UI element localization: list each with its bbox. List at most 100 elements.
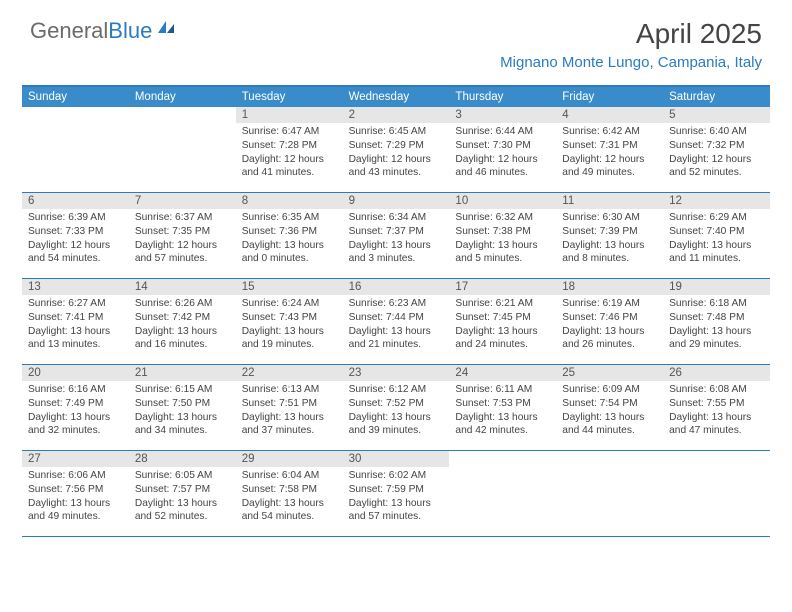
daylight-line: Daylight: 12 hours and 52 minutes. bbox=[669, 153, 766, 181]
empty-bar bbox=[449, 451, 556, 467]
sunset-line: Sunset: 7:57 PM bbox=[135, 483, 232, 497]
day-number: 28 bbox=[129, 451, 236, 467]
day-number: 17 bbox=[449, 279, 556, 295]
day-detail: Sunrise: 6:18 AMSunset: 7:48 PMDaylight:… bbox=[663, 295, 770, 352]
logo-general: General bbox=[30, 18, 108, 43]
day-cell: 19Sunrise: 6:18 AMSunset: 7:48 PMDayligh… bbox=[663, 279, 770, 365]
sunrise-line: Sunrise: 6:16 AM bbox=[28, 383, 125, 397]
day-detail: Sunrise: 6:21 AMSunset: 7:45 PMDaylight:… bbox=[449, 295, 556, 352]
day-cell: 22Sunrise: 6:13 AMSunset: 7:51 PMDayligh… bbox=[236, 365, 343, 451]
day-cell: 12Sunrise: 6:29 AMSunset: 7:40 PMDayligh… bbox=[663, 193, 770, 279]
day-number: 16 bbox=[343, 279, 450, 295]
sunset-line: Sunset: 7:56 PM bbox=[28, 483, 125, 497]
day-cell: 3Sunrise: 6:44 AMSunset: 7:30 PMDaylight… bbox=[449, 107, 556, 193]
sunrise-line: Sunrise: 6:29 AM bbox=[669, 211, 766, 225]
day-detail: Sunrise: 6:35 AMSunset: 7:36 PMDaylight:… bbox=[236, 209, 343, 266]
daylight-line: Daylight: 13 hours and 37 minutes. bbox=[242, 411, 339, 439]
day-number: 29 bbox=[236, 451, 343, 467]
sunrise-line: Sunrise: 6:09 AM bbox=[562, 383, 659, 397]
day-cell: 6Sunrise: 6:39 AMSunset: 7:33 PMDaylight… bbox=[22, 193, 129, 279]
day-cell: 23Sunrise: 6:12 AMSunset: 7:52 PMDayligh… bbox=[343, 365, 450, 451]
sunset-line: Sunset: 7:52 PM bbox=[349, 397, 446, 411]
title-block: April 2025 Mignano Monte Lungo, Campania… bbox=[500, 18, 762, 71]
day-detail: Sunrise: 6:05 AMSunset: 7:57 PMDaylight:… bbox=[129, 467, 236, 524]
day-number: 8 bbox=[236, 193, 343, 209]
logo-sail-icon bbox=[156, 20, 176, 34]
day-cell: 24Sunrise: 6:11 AMSunset: 7:53 PMDayligh… bbox=[449, 365, 556, 451]
day-cell: 21Sunrise: 6:15 AMSunset: 7:50 PMDayligh… bbox=[129, 365, 236, 451]
sunset-line: Sunset: 7:35 PM bbox=[135, 225, 232, 239]
sunset-line: Sunset: 7:42 PM bbox=[135, 311, 232, 325]
weekday-wednesday: Wednesday bbox=[343, 87, 450, 107]
daylight-line: Daylight: 12 hours and 54 minutes. bbox=[28, 239, 125, 267]
daylight-line: Daylight: 13 hours and 11 minutes. bbox=[669, 239, 766, 267]
daylight-line: Daylight: 13 hours and 5 minutes. bbox=[455, 239, 552, 267]
day-cell: 7Sunrise: 6:37 AMSunset: 7:35 PMDaylight… bbox=[129, 193, 236, 279]
day-detail: Sunrise: 6:26 AMSunset: 7:42 PMDaylight:… bbox=[129, 295, 236, 352]
day-number: 7 bbox=[129, 193, 236, 209]
sunset-line: Sunset: 7:45 PM bbox=[455, 311, 552, 325]
sunset-line: Sunset: 7:32 PM bbox=[669, 139, 766, 153]
sunrise-line: Sunrise: 6:04 AM bbox=[242, 469, 339, 483]
day-detail: Sunrise: 6:42 AMSunset: 7:31 PMDaylight:… bbox=[556, 123, 663, 180]
sunset-line: Sunset: 7:33 PM bbox=[28, 225, 125, 239]
day-detail: Sunrise: 6:39 AMSunset: 7:33 PMDaylight:… bbox=[22, 209, 129, 266]
weekday-thursday: Thursday bbox=[449, 87, 556, 107]
calendar: SundayMondayTuesdayWednesdayThursdayFrid… bbox=[22, 85, 770, 537]
day-number: 15 bbox=[236, 279, 343, 295]
logo-text: GeneralBlue bbox=[30, 18, 152, 44]
sunset-line: Sunset: 7:58 PM bbox=[242, 483, 339, 497]
empty-cell bbox=[22, 107, 129, 193]
day-cell: 29 Sunrise: 6:04 AMSunset: 7:58 PMDayligh… bbox=[236, 451, 343, 537]
weekday-monday: Monday bbox=[129, 87, 236, 107]
sunset-line: Sunset: 7:59 PM bbox=[349, 483, 446, 497]
daylight-line: Daylight: 13 hours and 42 minutes. bbox=[455, 411, 552, 439]
logo: GeneralBlue bbox=[30, 18, 176, 44]
sunrise-line: Sunrise: 6:19 AM bbox=[562, 297, 659, 311]
sunset-line: Sunset: 7:30 PM bbox=[455, 139, 552, 153]
day-detail: Sunrise: 6:44 AMSunset: 7:30 PMDaylight:… bbox=[449, 123, 556, 180]
day-number: 3 bbox=[449, 107, 556, 123]
empty-cell bbox=[556, 451, 663, 537]
daylight-line: Daylight: 13 hours and 47 minutes. bbox=[669, 411, 766, 439]
empty-bar bbox=[129, 107, 236, 123]
day-cell: 25Sunrise: 6:09 AMSunset: 7:54 PMDayligh… bbox=[556, 365, 663, 451]
daylight-line: Daylight: 13 hours and 3 minutes. bbox=[349, 239, 446, 267]
day-number: 13 bbox=[22, 279, 129, 295]
sunrise-line: Sunrise: 6:35 AM bbox=[242, 211, 339, 225]
sunset-line: Sunset: 7:38 PM bbox=[455, 225, 552, 239]
daylight-line: Daylight: 13 hours and 32 minutes. bbox=[28, 411, 125, 439]
sunrise-line: Sunrise: 6:05 AM bbox=[135, 469, 232, 483]
day-number: 14 bbox=[129, 279, 236, 295]
sunset-line: Sunset: 7:54 PM bbox=[562, 397, 659, 411]
sunset-line: Sunset: 7:50 PM bbox=[135, 397, 232, 411]
day-number: 10 bbox=[449, 193, 556, 209]
day-number: 24 bbox=[449, 365, 556, 381]
sunrise-line: Sunrise: 6:18 AM bbox=[669, 297, 766, 311]
sunset-line: Sunset: 7:44 PM bbox=[349, 311, 446, 325]
header: GeneralBlue April 2025 Mignano Monte Lun… bbox=[0, 0, 792, 79]
day-detail: Sunrise: 6:29 AMSunset: 7:40 PMDaylight:… bbox=[663, 209, 770, 266]
day-detail: Sunrise: 6:13 AMSunset: 7:51 PMDaylight:… bbox=[236, 381, 343, 438]
day-detail: Sunrise: 6:19 AMSunset: 7:46 PMDaylight:… bbox=[556, 295, 663, 352]
daylight-line: Daylight: 13 hours and 16 minutes. bbox=[135, 325, 232, 353]
day-detail: Sunrise: 6:45 AMSunset: 7:29 PMDaylight:… bbox=[343, 123, 450, 180]
day-detail: Sunrise: 6:40 AMSunset: 7:32 PMDaylight:… bbox=[663, 123, 770, 180]
day-cell: 5Sunrise: 6:40 AMSunset: 7:32 PMDaylight… bbox=[663, 107, 770, 193]
daylight-line: Daylight: 12 hours and 57 minutes. bbox=[135, 239, 232, 267]
day-number: 5 bbox=[663, 107, 770, 123]
sunrise-line: Sunrise: 6:12 AM bbox=[349, 383, 446, 397]
sunrise-line: Sunrise: 6:39 AM bbox=[28, 211, 125, 225]
daylight-line: Daylight: 13 hours and 54 minutes. bbox=[242, 497, 339, 525]
day-cell: 11Sunrise: 6:30 AMSunset: 7:39 PMDayligh… bbox=[556, 193, 663, 279]
sunrise-line: Sunrise: 6:30 AM bbox=[562, 211, 659, 225]
day-cell: 27Sunrise: 6:06 AMSunset: 7:56 PMDayligh… bbox=[22, 451, 129, 537]
day-cell: 15Sunrise: 6:24 AMSunset: 7:43 PMDayligh… bbox=[236, 279, 343, 365]
daylight-line: Daylight: 13 hours and 44 minutes. bbox=[562, 411, 659, 439]
sunrise-line: Sunrise: 6:23 AM bbox=[349, 297, 446, 311]
day-cell: 30Sunrise: 6:02 AMSunset: 7:59 PMDayligh… bbox=[343, 451, 450, 537]
daylight-line: Daylight: 13 hours and 13 minutes. bbox=[28, 325, 125, 353]
weekday-tuesday: Tuesday bbox=[236, 87, 343, 107]
day-number: 18 bbox=[556, 279, 663, 295]
day-detail: Sunrise: 6:16 AMSunset: 7:49 PMDaylight:… bbox=[22, 381, 129, 438]
